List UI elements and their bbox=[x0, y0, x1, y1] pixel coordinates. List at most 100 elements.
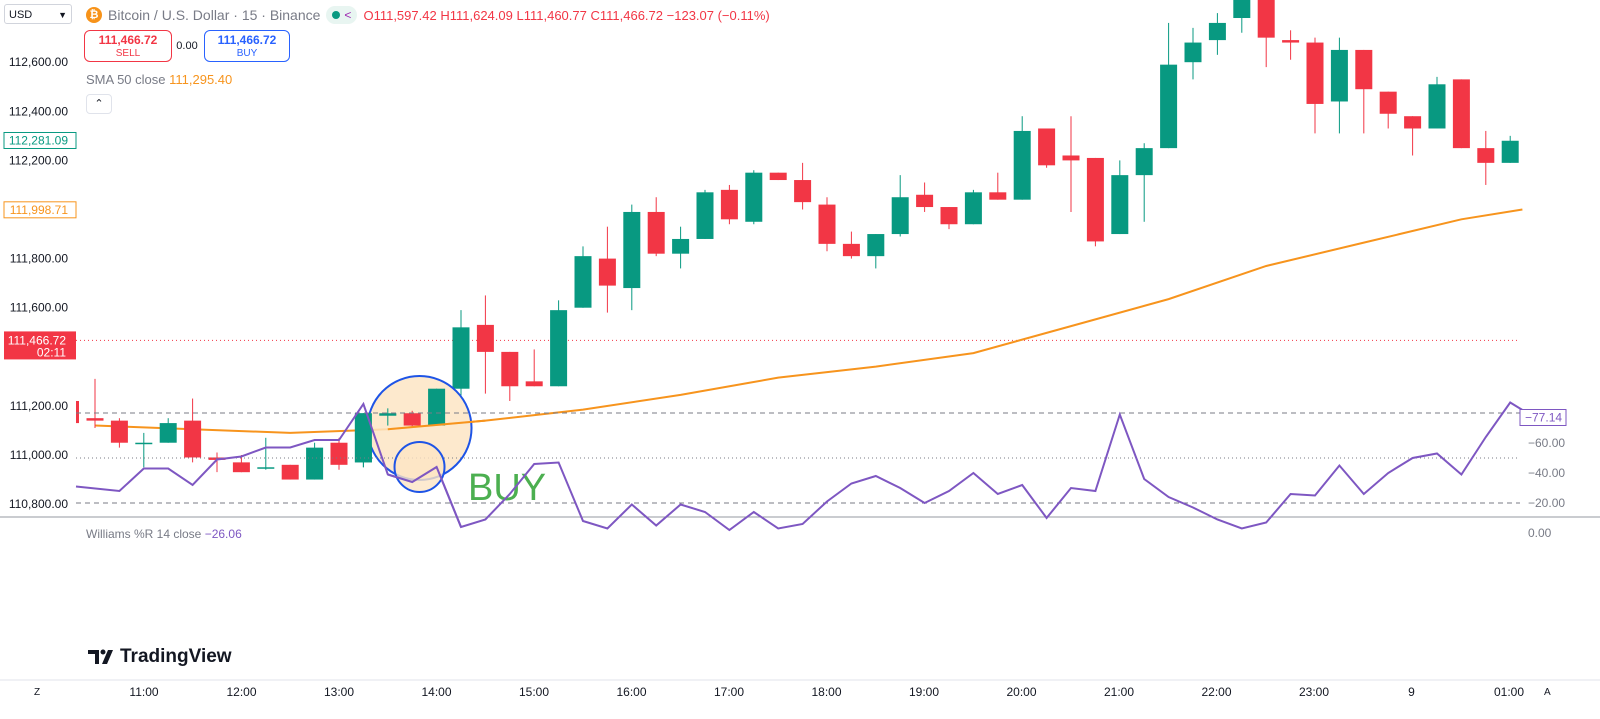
candle-body[interactable] bbox=[476, 324, 494, 352]
timezone-toggle[interactable]: Z bbox=[34, 687, 41, 698]
time-tick-label: 21:00 bbox=[1104, 685, 1134, 699]
bitcoin-icon: ₿ bbox=[86, 7, 102, 23]
sell-price: 111,466.72 bbox=[98, 33, 158, 47]
candle-body[interactable] bbox=[891, 197, 909, 235]
price-tick-label: 112,200.00 bbox=[9, 153, 68, 167]
candle-body[interactable] bbox=[257, 467, 275, 469]
status-pill[interactable]: < bbox=[326, 6, 358, 24]
candle-body[interactable] bbox=[867, 234, 885, 257]
candle-body[interactable] bbox=[1013, 130, 1031, 200]
price-tick-label: 112,400.00 bbox=[9, 104, 68, 118]
candle-body[interactable] bbox=[1379, 91, 1397, 114]
candle-body[interactable] bbox=[1135, 148, 1153, 176]
candle-body[interactable] bbox=[501, 351, 519, 387]
last-price-label: 111,466.72 bbox=[8, 333, 67, 347]
candle-body[interactable] bbox=[232, 462, 250, 473]
sma-line-segment bbox=[387, 419, 486, 431]
williams-r-legend[interactable]: Williams %R 14 close −26.06 bbox=[86, 527, 242, 541]
candle-body[interactable] bbox=[842, 243, 860, 257]
candle-body[interactable] bbox=[1477, 148, 1495, 163]
candle-body[interactable] bbox=[940, 207, 958, 225]
price-tick-label: 111,800.00 bbox=[10, 252, 69, 266]
williams-r-label: Williams %R 14 close bbox=[86, 527, 202, 541]
sma-line[interactable] bbox=[94, 208, 1523, 434]
price-tick-label: 111,000.00 bbox=[10, 448, 69, 462]
price-tick-label: 110,800.00 bbox=[9, 497, 68, 511]
candle-body[interactable] bbox=[281, 464, 299, 480]
tradingview-logo[interactable]: TradingView bbox=[88, 646, 232, 668]
candle-body[interactable] bbox=[159, 423, 177, 443]
candle-body[interactable] bbox=[1038, 128, 1056, 166]
candle-body[interactable] bbox=[672, 238, 690, 254]
candle-body[interactable] bbox=[964, 192, 982, 225]
candle-body[interactable] bbox=[696, 192, 714, 239]
candle-body[interactable] bbox=[1257, 0, 1275, 38]
ohlc-high: 111,624.09 bbox=[449, 7, 513, 23]
candle-body[interactable] bbox=[1428, 84, 1446, 129]
candle-body[interactable] bbox=[574, 256, 592, 308]
candle-body[interactable] bbox=[794, 180, 812, 203]
time-tick-label: 16:00 bbox=[616, 685, 646, 699]
candle-body[interactable] bbox=[989, 192, 1007, 200]
candle-body[interactable] bbox=[1501, 140, 1519, 163]
candle-body[interactable] bbox=[525, 381, 543, 387]
candle-body[interactable] bbox=[110, 420, 128, 443]
candle-body[interactable] bbox=[1160, 64, 1178, 149]
candle-body[interactable] bbox=[403, 413, 421, 426]
buy-button[interactable]: 111,466.72 BUY bbox=[204, 30, 290, 62]
candle-body[interactable] bbox=[1062, 155, 1080, 161]
ohlc-open: 111,597.42 bbox=[373, 7, 437, 23]
sell-button[interactable]: 111,466.72 SELL bbox=[84, 30, 172, 62]
williams-r-value: −26.06 bbox=[204, 527, 242, 541]
candle-body[interactable] bbox=[720, 189, 738, 220]
time-tick-label: 11:00 bbox=[129, 685, 158, 699]
candle-body[interactable] bbox=[598, 258, 616, 286]
candle-body[interactable] bbox=[86, 418, 104, 421]
candle-body[interactable] bbox=[1330, 49, 1348, 102]
sma-legend[interactable]: SMA 50 close 111,295.40 bbox=[86, 72, 232, 87]
candle-body[interactable] bbox=[354, 413, 372, 463]
williams-r-last-label-bg bbox=[1519, 409, 1567, 426]
collapse-legend-button[interactable]: ⌃ bbox=[86, 94, 112, 114]
currency-select[interactable]: USD ▼ bbox=[4, 4, 72, 24]
time-tick-label: 15:00 bbox=[519, 685, 549, 699]
time-tick-label: 12:00 bbox=[226, 685, 256, 699]
ohlc-change: −123.07 (−0.11%) bbox=[666, 7, 770, 23]
candle-body[interactable] bbox=[1355, 49, 1373, 90]
candle-body[interactable] bbox=[745, 172, 763, 222]
candle-body[interactable] bbox=[1111, 175, 1129, 235]
candle-body[interactable] bbox=[1404, 116, 1422, 129]
candle-body[interactable] bbox=[1233, 0, 1251, 19]
symbol-title[interactable]: Bitcoin / U.S. Dollar · 15 · Binance bbox=[108, 7, 321, 23]
williams-r-line-segment bbox=[387, 465, 462, 528]
price-tick-label: 111,600.00 bbox=[10, 301, 69, 315]
candle-body[interactable] bbox=[818, 204, 836, 244]
candle-body[interactable] bbox=[184, 420, 202, 458]
candle-body[interactable] bbox=[330, 442, 348, 465]
candle-body[interactable] bbox=[647, 211, 665, 254]
candle-body[interactable] bbox=[1306, 42, 1324, 104]
candle-body[interactable] bbox=[550, 310, 568, 387]
candle-body[interactable] bbox=[1452, 79, 1470, 149]
candle-body[interactable] bbox=[769, 172, 787, 181]
candle-body[interactable] bbox=[1184, 42, 1202, 63]
candle-body[interactable] bbox=[1208, 22, 1226, 41]
chevron-down-icon: ▼ bbox=[58, 10, 67, 20]
auto-scale-toggle[interactable]: A bbox=[1544, 687, 1551, 698]
ohlc-open-key: O bbox=[363, 7, 374, 23]
williams-r-tick-label: −40.00 bbox=[1528, 466, 1565, 480]
sell-label: SELL bbox=[115, 48, 141, 59]
williams-r-line[interactable] bbox=[75, 401, 1536, 532]
candle-body[interactable] bbox=[623, 211, 641, 289]
candle-body[interactable] bbox=[1282, 40, 1300, 43]
candle-body[interactable] bbox=[452, 327, 470, 389]
candle-body[interactable] bbox=[306, 447, 324, 480]
candle-body[interactable] bbox=[428, 388, 446, 426]
ohlc-low: 111,460.77 bbox=[523, 7, 587, 23]
candle-body[interactable] bbox=[379, 413, 397, 416]
candle-body[interactable] bbox=[135, 442, 153, 445]
candle-body[interactable] bbox=[1086, 157, 1104, 242]
sma-value: 111,295.40 bbox=[169, 72, 233, 87]
candle-body[interactable] bbox=[916, 194, 934, 208]
